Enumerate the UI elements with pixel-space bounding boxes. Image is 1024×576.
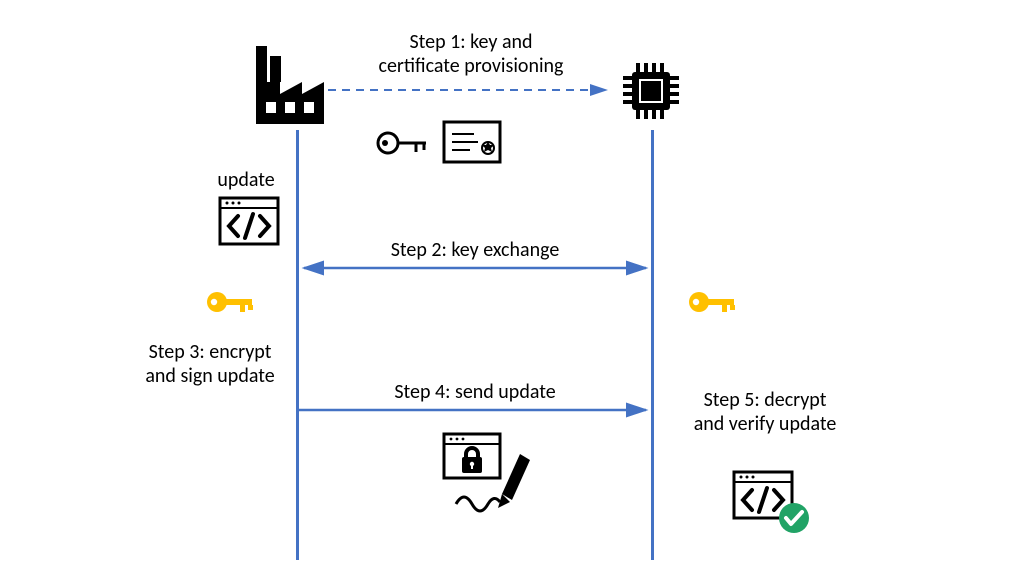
factory-icon: [250, 42, 330, 130]
gold-key-right-icon: [688, 288, 736, 316]
label-step1-line1: Step 1: key and: [409, 30, 532, 54]
label-step2: Step 2: key exchange: [330, 238, 620, 262]
arrow-step2-double: [298, 260, 652, 276]
label-step4: Step 4: send update: [330, 380, 620, 404]
label-update: update: [186, 168, 306, 192]
label-step1: Step 1: key and certificate provisioning: [358, 30, 584, 78]
key-outline-icon: [376, 128, 430, 158]
arrow-step4-right: [298, 402, 654, 418]
label-step5-line2: and verify update: [694, 412, 837, 436]
code-window-verified-icon: [732, 470, 812, 536]
label-step5: Step 5: decrypt and verify update: [670, 388, 860, 436]
label-step1-line2: certificate provisioning: [379, 54, 564, 78]
label-step3: Step 3: encrypt and sign update: [120, 340, 300, 388]
label-step3-line1: Step 3: encrypt: [149, 340, 272, 364]
certificate-icon: [442, 120, 502, 164]
chip-icon: [620, 60, 682, 122]
label-step5-line1: Step 5: decrypt: [704, 388, 827, 412]
signed-package-icon: [440, 424, 534, 518]
gold-key-left-icon: [206, 288, 254, 316]
lifeline-right: [651, 130, 654, 560]
code-window-icon: [218, 196, 280, 246]
arrow-step1-dashed: [328, 82, 618, 98]
label-step3-line2: and sign update: [145, 364, 274, 388]
